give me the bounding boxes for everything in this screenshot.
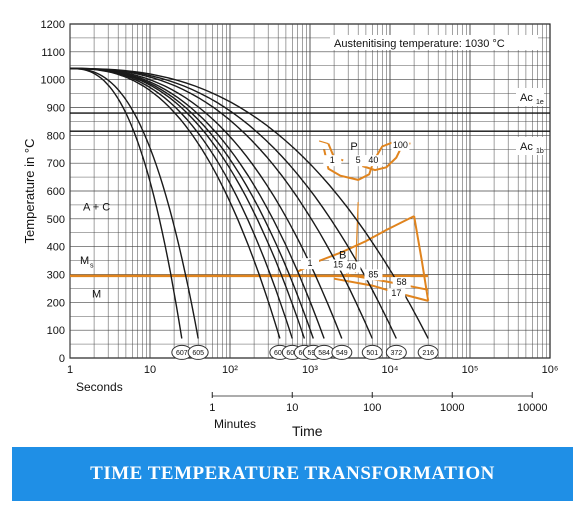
hardness-label: 372: [390, 350, 402, 357]
p-label: P: [350, 141, 357, 153]
title-banner: TIME TEMPERATURE TRANSFORMATION: [12, 447, 573, 501]
y-tick-label: 200: [47, 297, 65, 309]
y-tick-label: 1200: [41, 19, 65, 31]
a-plus-c-label: A + C: [83, 201, 110, 213]
minutes-tick-label: 10000: [517, 402, 548, 414]
hardness-marker: [187, 344, 209, 360]
hardness-label: 584: [318, 350, 330, 357]
region-label-bg: [387, 288, 406, 300]
hardness-marker: [361, 344, 383, 360]
minutes-tick-label: 1000: [440, 402, 464, 414]
seconds-label: Seconds: [76, 380, 123, 394]
x-tick-label: 10⁵: [462, 364, 479, 376]
hardness-label: 549: [336, 350, 348, 357]
hardness-label: 605: [192, 350, 204, 357]
x-tick-label: 10⁴: [382, 364, 399, 376]
x-axis-label: Time: [292, 423, 323, 439]
hardness-label: 590: [307, 350, 319, 357]
y-tick-label: 0: [59, 353, 65, 365]
hardness-label: 603: [286, 350, 298, 357]
ms-label: M: [80, 255, 89, 267]
y-tick-label: 100: [47, 325, 65, 337]
y-tick-label: 600: [47, 186, 65, 198]
ttt-chart: 0 100 200 300 400 500 600 700 800 900 1000 1100 1200…: [22, 19, 558, 439]
hardness-label: 608: [274, 350, 286, 357]
hardness-label: 501: [366, 350, 378, 357]
y-tick-label: 700: [47, 158, 65, 170]
hardness-label: 216: [422, 350, 434, 357]
bainite-limit-line: [413, 215, 430, 302]
cooling-curve: [69, 67, 429, 339]
y-tick-label: 500: [47, 214, 65, 226]
region-label: 1: [330, 155, 335, 165]
y-tick-label: 400: [47, 242, 65, 254]
region-label: 40: [368, 155, 378, 165]
region-label: 40: [346, 261, 356, 271]
hardness-label: 607: [176, 350, 188, 357]
ac1b-sub: 1b: [536, 148, 544, 155]
pearlite-connector-line: [318, 140, 329, 145]
x-tick-label: 10³: [302, 364, 318, 376]
minutes-tick-label: 1: [209, 402, 215, 414]
cooling-curve: [69, 67, 199, 339]
region-label: 15: [333, 260, 343, 270]
cooling-curves: [69, 67, 429, 339]
region-label: 5: [356, 155, 361, 165]
ac1b-bg: [516, 137, 544, 155]
austenitising-label: Austenitising temperature: 1030 °C: [334, 38, 505, 50]
cooling-curve: [69, 67, 183, 339]
region-label: 17: [391, 288, 401, 298]
y-tick-label: 900: [47, 103, 65, 115]
bainite-mid-line: [345, 273, 429, 291]
region-label: 100: [393, 140, 408, 150]
b-label: B: [339, 249, 346, 261]
hardness-marker: [385, 344, 407, 360]
region-label: 58: [397, 277, 407, 287]
ttt-chart-svg: 0100200300400500600700800900100011001200…: [22, 19, 558, 439]
region-label: 85: [368, 269, 378, 279]
chart-labels: 0100200300400500600700800900100011001200…: [22, 19, 558, 439]
ac1e-sub: 1e: [536, 99, 544, 106]
bainite-lower-line: [333, 277, 429, 302]
austenitising-bg: [330, 35, 538, 50]
minutes-tick-label: 100: [363, 402, 381, 414]
minutes-label: Minutes: [214, 417, 256, 431]
hardness-marker: [417, 344, 439, 360]
region-label-bg: [364, 269, 383, 281]
ac1e-label: Ac: [520, 92, 533, 104]
y-tick-label: 1000: [41, 75, 65, 87]
x-tick-label: 10: [144, 364, 156, 376]
pearlite-end-line: [361, 146, 403, 172]
region-label-bg: [342, 261, 361, 273]
region-label: 1: [307, 258, 312, 268]
y-tick-label: 800: [47, 130, 65, 142]
banner-title: TIME TEMPERATURE TRANSFORMATION: [90, 463, 495, 484]
x-tick-label: 1: [67, 364, 73, 376]
region-label-bg: [349, 155, 368, 167]
region-label-bg: [323, 155, 342, 167]
y-axis-label: Temperature in °C: [22, 139, 37, 244]
region-label-bg: [329, 259, 348, 271]
x-tick-label: 10⁶: [542, 364, 559, 376]
region-label-bg: [392, 277, 411, 289]
hardness-marker: [331, 344, 353, 360]
y-tick-label: 300: [47, 270, 65, 282]
region-label-bg: [364, 155, 383, 167]
ac1b-label: Ac: [520, 141, 533, 153]
m-label: M: [92, 288, 101, 300]
region-label-bg: [391, 139, 410, 151]
ms-sub: s: [90, 262, 94, 269]
minutes-tick-label: 10: [286, 402, 298, 414]
ac1e-bg: [516, 88, 544, 106]
region-label-bg: [301, 258, 319, 270]
y-tick-label: 1100: [41, 47, 65, 59]
x-tick-label: 10²: [222, 364, 238, 376]
